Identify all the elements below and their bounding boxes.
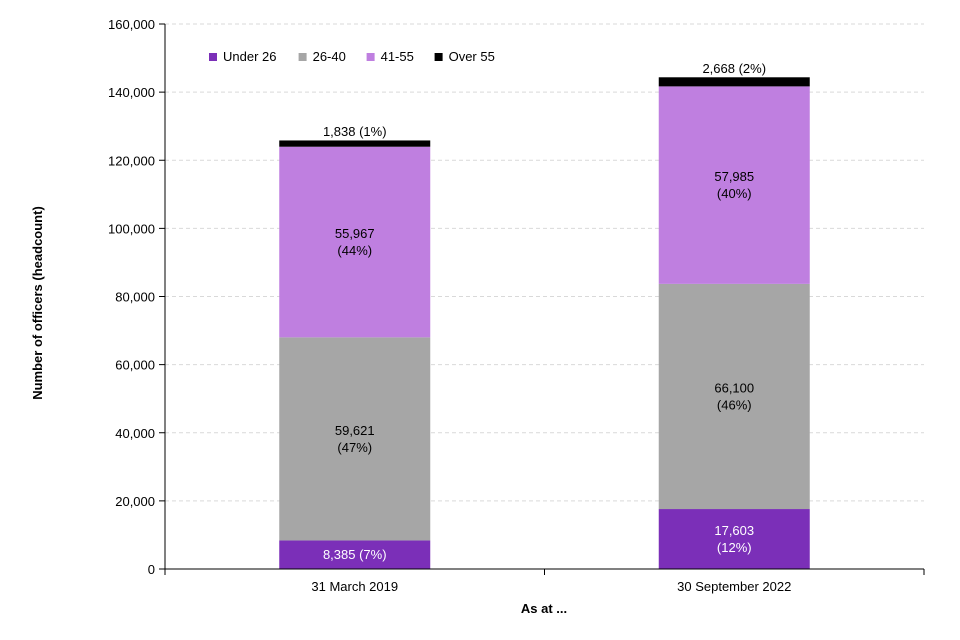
y-tick-label: 160,000 — [108, 17, 155, 32]
gridlines — [165, 23, 924, 502]
y-tick-label: 60,000 — [115, 358, 155, 373]
y-tick-label: 40,000 — [115, 426, 155, 441]
data-label: 59,621 (47%) — [335, 423, 375, 455]
bar-segment — [279, 337, 431, 541]
legend-swatch — [434, 53, 443, 61]
legend-entry: Over 55 — [449, 49, 495, 64]
bar-segment — [279, 146, 431, 338]
bar-segment — [658, 509, 810, 569]
data-label: 66,100 (46%) — [714, 380, 754, 412]
data-label: 8,385 (7%) — [323, 547, 387, 562]
y-tick-label: 20,000 — [115, 494, 155, 509]
bar-data-labels: 8,385 (7%) 59,621 (47%) 55,967 (44%) 1,838 (1… — [323, 61, 766, 562]
data-label: 2,668 (2%) — [702, 61, 766, 76]
legend: Under 26 26-40 41-55 Over 55 — [209, 49, 495, 64]
bar-segment — [658, 86, 810, 284]
data-label: 55,967 (44%) — [335, 226, 375, 258]
bar-segment — [279, 540, 431, 569]
y-tick-label: 100,000 — [108, 221, 155, 236]
x-axis-label: As at ... — [521, 601, 567, 616]
y-axis-label: Number of officers (headcount) — [30, 206, 45, 400]
bar-segment — [658, 77, 810, 87]
y-tick-label: 80,000 — [115, 290, 155, 305]
bar-segment — [658, 283, 810, 510]
axes: 0 20,000 40,000 60,000 80,000 100,000 120,000 1… — [108, 17, 925, 594]
y-tick-label: 0 — [148, 562, 155, 577]
y-tick-label: 120,000 — [108, 153, 155, 168]
data-label: 17,603 (12%) — [714, 523, 754, 555]
x-tick-label: 30 September 2022 — [677, 579, 791, 594]
legend-swatch — [298, 53, 307, 61]
legend-swatch — [209, 53, 217, 61]
data-label: 1,838 (1%) — [323, 124, 387, 139]
legend-entry: 26-40 — [313, 49, 346, 64]
legend-entry: Under 26 — [223, 49, 276, 64]
bar-segment — [279, 140, 431, 147]
legend-entry: 41-55 — [381, 49, 414, 64]
x-tick-label: 31 March 2019 — [311, 579, 398, 594]
data-label: 57,985 (40%) — [714, 169, 754, 201]
y-tick-label: 140,000 — [108, 85, 155, 100]
bars — [279, 77, 810, 569]
legend-swatch — [366, 53, 375, 61]
